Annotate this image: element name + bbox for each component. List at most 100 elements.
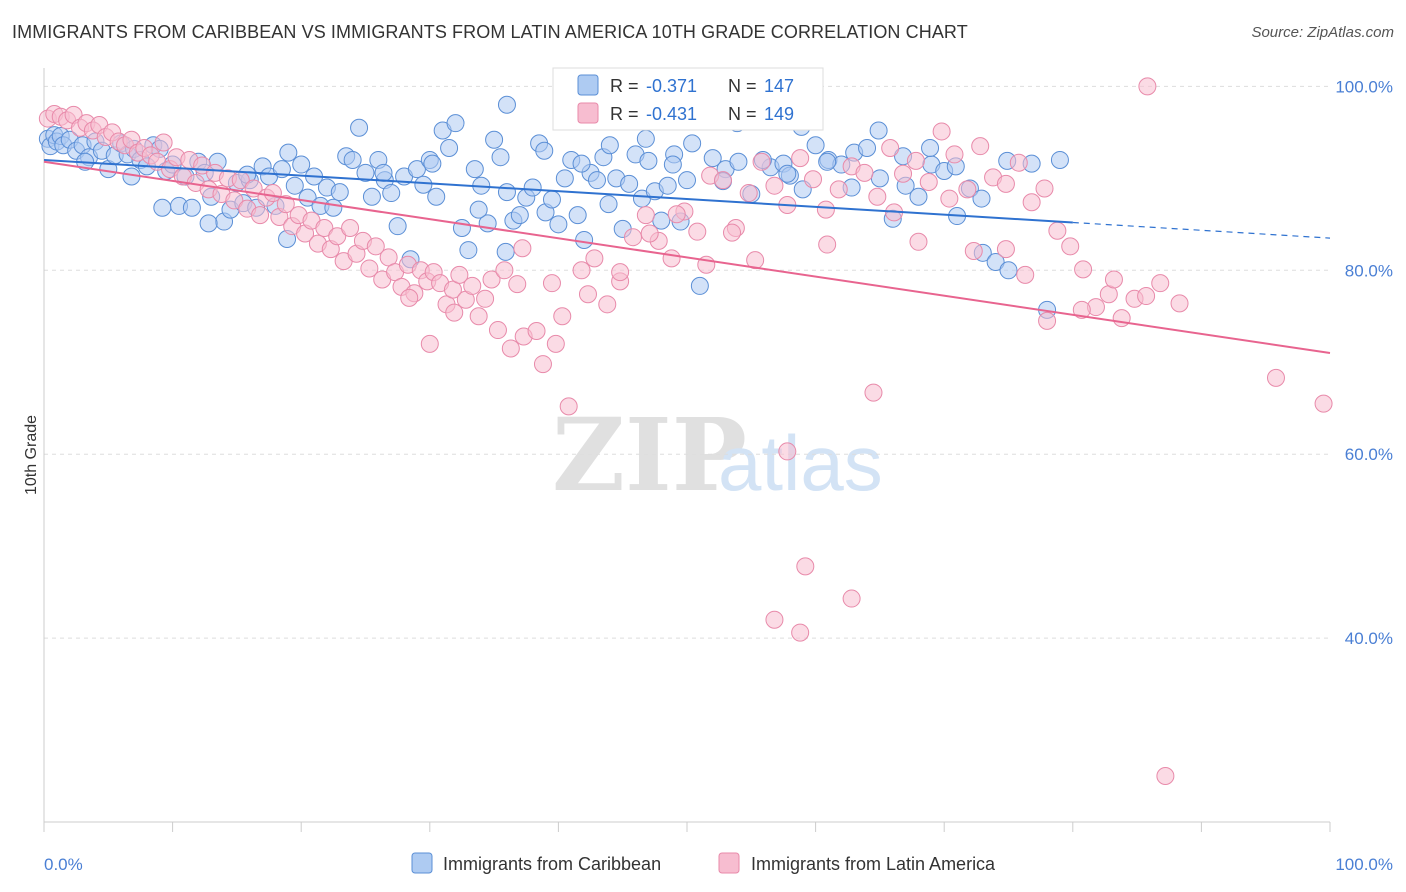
latam-r-value: -0.431 [646,104,697,124]
latam-point-71 [495,261,514,280]
y-tick-label-100: 100.0% [1335,77,1393,96]
latam-point-105 [894,164,913,183]
latam-point-127 [1314,394,1333,413]
caribbean-point-74 [497,183,516,202]
latam-point-135 [667,205,686,224]
caribbean-point-140 [496,242,515,261]
caribbean-point-52 [356,163,375,182]
latam-point-68 [476,289,495,308]
latam-point-143 [746,251,765,270]
latam-point-125 [1151,274,1170,293]
latam-point-109 [945,145,964,164]
latam-point-72 [501,339,520,358]
latam-point-128 [864,383,883,402]
caribbean-point-141 [535,141,554,160]
latam-point-138 [578,285,597,304]
caribbean-point-83 [555,169,574,188]
caribbean-r-label: R = [610,76,639,96]
latam-point-150 [1016,265,1035,284]
latam-point-110 [958,180,977,199]
caribbean-point-134 [199,214,218,233]
caribbean-point-47 [324,198,343,217]
caribbean-point-102 [678,171,696,190]
caribbean-point-42 [292,155,311,174]
latam-point-82 [598,295,617,314]
latam-point-118 [1061,237,1080,256]
caribbean-point-104 [703,149,722,168]
latam-point-104 [881,138,900,157]
caribbean-point-88 [587,171,606,190]
caribbean-point-139 [469,200,488,219]
latam-point-133 [791,623,810,642]
y-tick-labels: 100.0% 80.0% 60.0% 40.0% [1335,77,1393,648]
latam-point-108 [932,122,951,141]
latam-point-69 [482,270,501,289]
caribbean-trend-extension [1072,221,1331,239]
caribbean-point-76 [510,206,529,225]
y-tick-label-80: 80.0% [1345,261,1393,280]
caribbean-trend-line [43,158,1073,224]
latam-point-113 [996,174,1015,193]
caribbean-point-149 [778,164,797,183]
latam-point-102 [855,163,874,182]
caribbean-point-25 [182,198,201,217]
latam-trend-line [43,160,1331,355]
caribbean-point-82 [549,215,568,234]
caribbean-point-137 [374,163,393,182]
latam-point-45 [328,227,347,246]
caribbean-point-51 [350,118,369,137]
caribbean-point-156 [972,189,991,208]
caribbean-point-56 [382,184,401,203]
latam-point-85 [636,206,655,225]
latam-legend-label: Immigrants from Latin America [751,854,996,874]
latam-point-95 [765,176,784,195]
latam-point-148 [940,189,959,208]
caribbean-point-81 [542,190,561,209]
latam-point-149 [996,240,1015,259]
latam-point-81 [585,249,604,268]
latam-point-33 [251,206,270,225]
latam-point-124 [1138,77,1157,96]
latam-point-87 [662,249,681,268]
latam-point-43 [315,218,334,237]
caribbean-point-65 [440,138,459,157]
caribbean-point-103 [690,276,709,295]
latam-point-122 [1112,309,1131,328]
x-tick-label-100: 100.0% [1335,855,1393,874]
latam-point-97 [791,149,810,168]
latam-point-79 [559,397,578,416]
latam-point-64 [450,265,469,284]
latam-point-116 [1035,179,1054,198]
latam-point-141 [723,223,742,242]
caribbean-point-145 [663,155,682,174]
trend-lines [43,158,1331,355]
latam-point-140 [513,239,532,258]
latam-point-153 [1104,270,1123,289]
latam-r-label: R = [610,104,639,124]
caribbean-point-93 [620,174,639,193]
axes [43,68,1331,832]
y-axis-label: 10th Grade [23,415,40,495]
latam-point-152 [1072,300,1091,319]
latam-point-94 [752,152,771,171]
caribbean-point-72 [485,130,504,149]
latam-point-130 [796,557,815,576]
caribbean-point-99 [658,176,677,195]
caribbean-point-144 [636,129,655,148]
caribbean-point-154 [921,138,940,157]
caribbean-n-label: N = [728,76,757,96]
y-tick-label-40: 40.0% [1345,629,1393,648]
latam-point-29 [225,191,244,210]
chart-title: IMMIGRANTS FROM CARIBBEAN VS IMMIGRANTS … [12,22,968,42]
latam-point-144 [818,235,837,254]
caribbean-point-96 [639,151,658,170]
latam-point-77 [546,334,565,353]
caribbean-stats-swatch [577,74,599,96]
latam-point-80 [572,261,591,280]
caribbean-legend-swatch [411,852,433,874]
caribbean-point-152 [869,121,888,140]
caribbean-point-146 [683,134,702,153]
latam-point-131 [842,589,861,608]
latam-point-107 [919,173,938,192]
latam-point-157 [420,334,439,353]
